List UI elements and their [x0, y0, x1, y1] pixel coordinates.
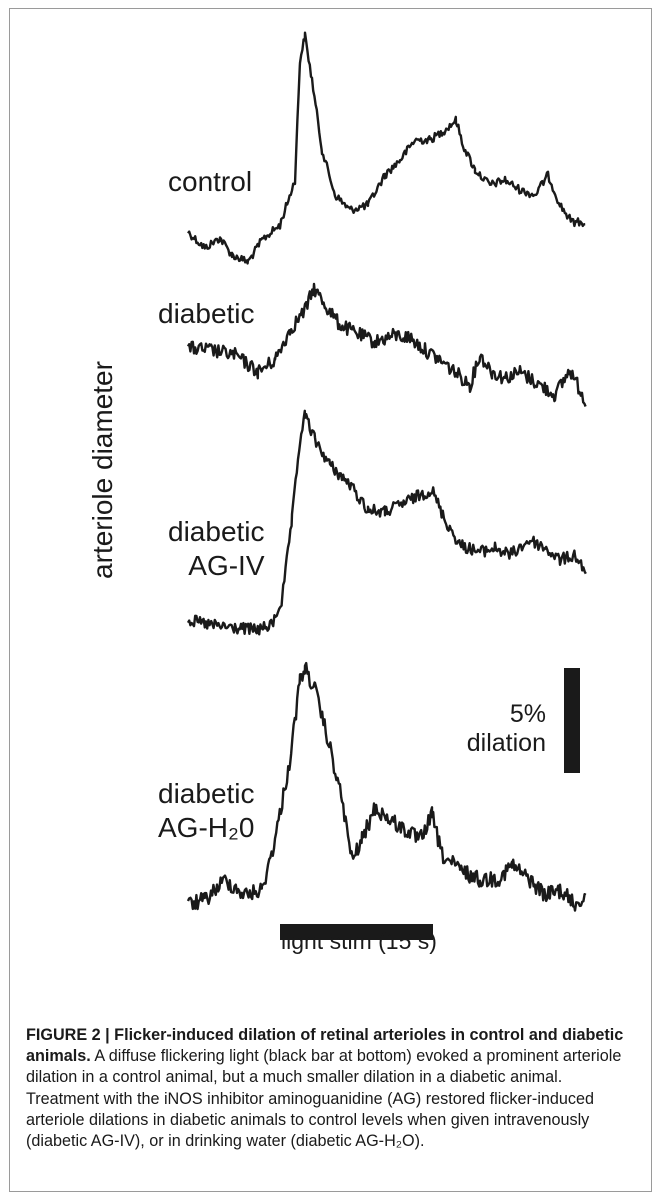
figure-frame [9, 8, 652, 1192]
trace-diabetic-ag-iv [186, 409, 587, 636]
trace-label-diabetic: diabetic [158, 298, 255, 329]
caption-title: FIGURE 2 | Flicker-induced dilation of r… [26, 1026, 624, 1066]
trace-diabetic-ag-h2o [186, 661, 587, 912]
scale-bar-label: 5% dilation [466, 700, 546, 757]
trace-control [187, 31, 586, 265]
trace-label-diabetic-ag-iv: diabetic AG-IV [168, 516, 265, 581]
stimulus-bar [280, 924, 433, 940]
stimulus-label: light stim (15 s) [281, 928, 437, 954]
y-axis-label: arteriole diameter [87, 361, 118, 579]
caption-body: A diffuse flickering light (black bar at… [26, 1047, 622, 1151]
scale-bar [564, 668, 580, 773]
traces-plot [186, 31, 587, 940]
trace-label-control: control [168, 166, 253, 197]
trace-label-diabetic-ag-h2o: diabetic AG-H₂0 [158, 778, 255, 843]
figure-caption: FIGURE 2 | Flicker-induced dilation of r… [26, 1025, 636, 1152]
trace-diabetic [186, 282, 587, 407]
figure-panel: arteriole diameter control diabetic diab… [87, 31, 587, 954]
